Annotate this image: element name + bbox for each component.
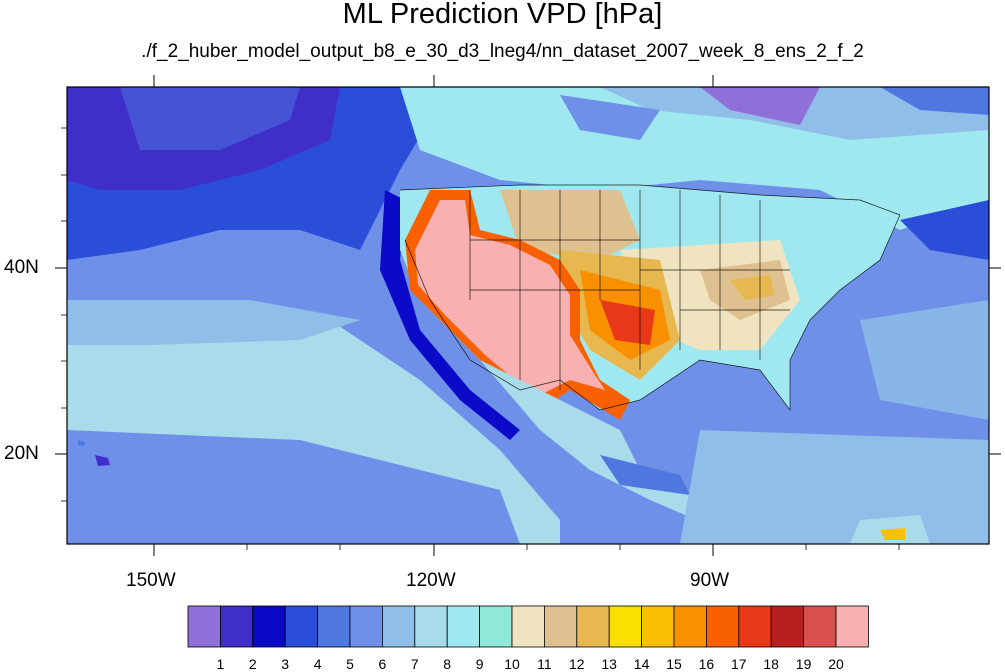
colorbar-box [252, 605, 286, 648]
map-title: ML Prediction VPD [hPa] [342, 0, 663, 30]
colorbar-label: 1 [216, 656, 225, 672]
colorbar-label: 5 [346, 656, 354, 672]
lat-label-40n: 40N [4, 257, 39, 278]
colorbar-box [641, 605, 675, 648]
colorbar-box [219, 605, 254, 648]
colorbar [187, 605, 869, 648]
colorbar-label: 19 [795, 656, 812, 672]
colorbar-box [414, 605, 448, 648]
colorbar-box [284, 605, 319, 648]
map-field [67, 87, 989, 544]
colorbar-box [381, 605, 416, 648]
colorbar-label: 4 [313, 656, 322, 672]
colorbar-label: 11 [537, 656, 552, 672]
colorbar-box [770, 605, 805, 648]
colorbar-label: 15 [666, 656, 682, 672]
colorbar-label: 18 [763, 656, 779, 672]
map-subtitle: ./f_2_huber_model_output_b8_e_30_d3_lneg… [141, 41, 864, 62]
lat-label-20n: 20N [4, 443, 39, 464]
colorbar-box [349, 605, 383, 648]
colorbar-box [706, 605, 740, 648]
colorbar-label: 8 [443, 656, 452, 672]
colorbar-box [446, 605, 481, 648]
colorbar-label: 2 [248, 656, 257, 672]
colorbar-label: 12 [569, 656, 585, 672]
colorbar-label: 7 [410, 656, 419, 672]
colorbar-box [544, 605, 578, 648]
colorbar-box [673, 605, 707, 648]
lon-label-150w: 150W [126, 570, 176, 591]
colorbar-label: 14 [633, 656, 650, 672]
colorbar-label: 17 [731, 656, 747, 672]
colorbar-label: 13 [601, 656, 617, 672]
colorbar-box [317, 605, 351, 648]
colorbar-box [511, 605, 545, 648]
colorbar-label: 3 [281, 656, 290, 672]
colorbar-label: 6 [378, 656, 387, 672]
colorbar-box [608, 605, 643, 648]
colorbar-label: 20 [828, 656, 844, 672]
colorbar-label: 9 [475, 656, 484, 672]
colorbar-box [187, 605, 221, 648]
colorbar-label: 10 [504, 656, 520, 672]
colorbar-box [576, 605, 610, 648]
colorbar-box [479, 605, 513, 648]
colorbar-box [738, 605, 772, 648]
map-frame [66, 86, 990, 545]
colorbar-box [803, 605, 837, 648]
lon-label-90w: 90W [690, 570, 730, 591]
lon-label-120w: 120W [406, 570, 456, 591]
colorbar-box [835, 605, 869, 648]
colorbar-label: 16 [698, 656, 715, 672]
